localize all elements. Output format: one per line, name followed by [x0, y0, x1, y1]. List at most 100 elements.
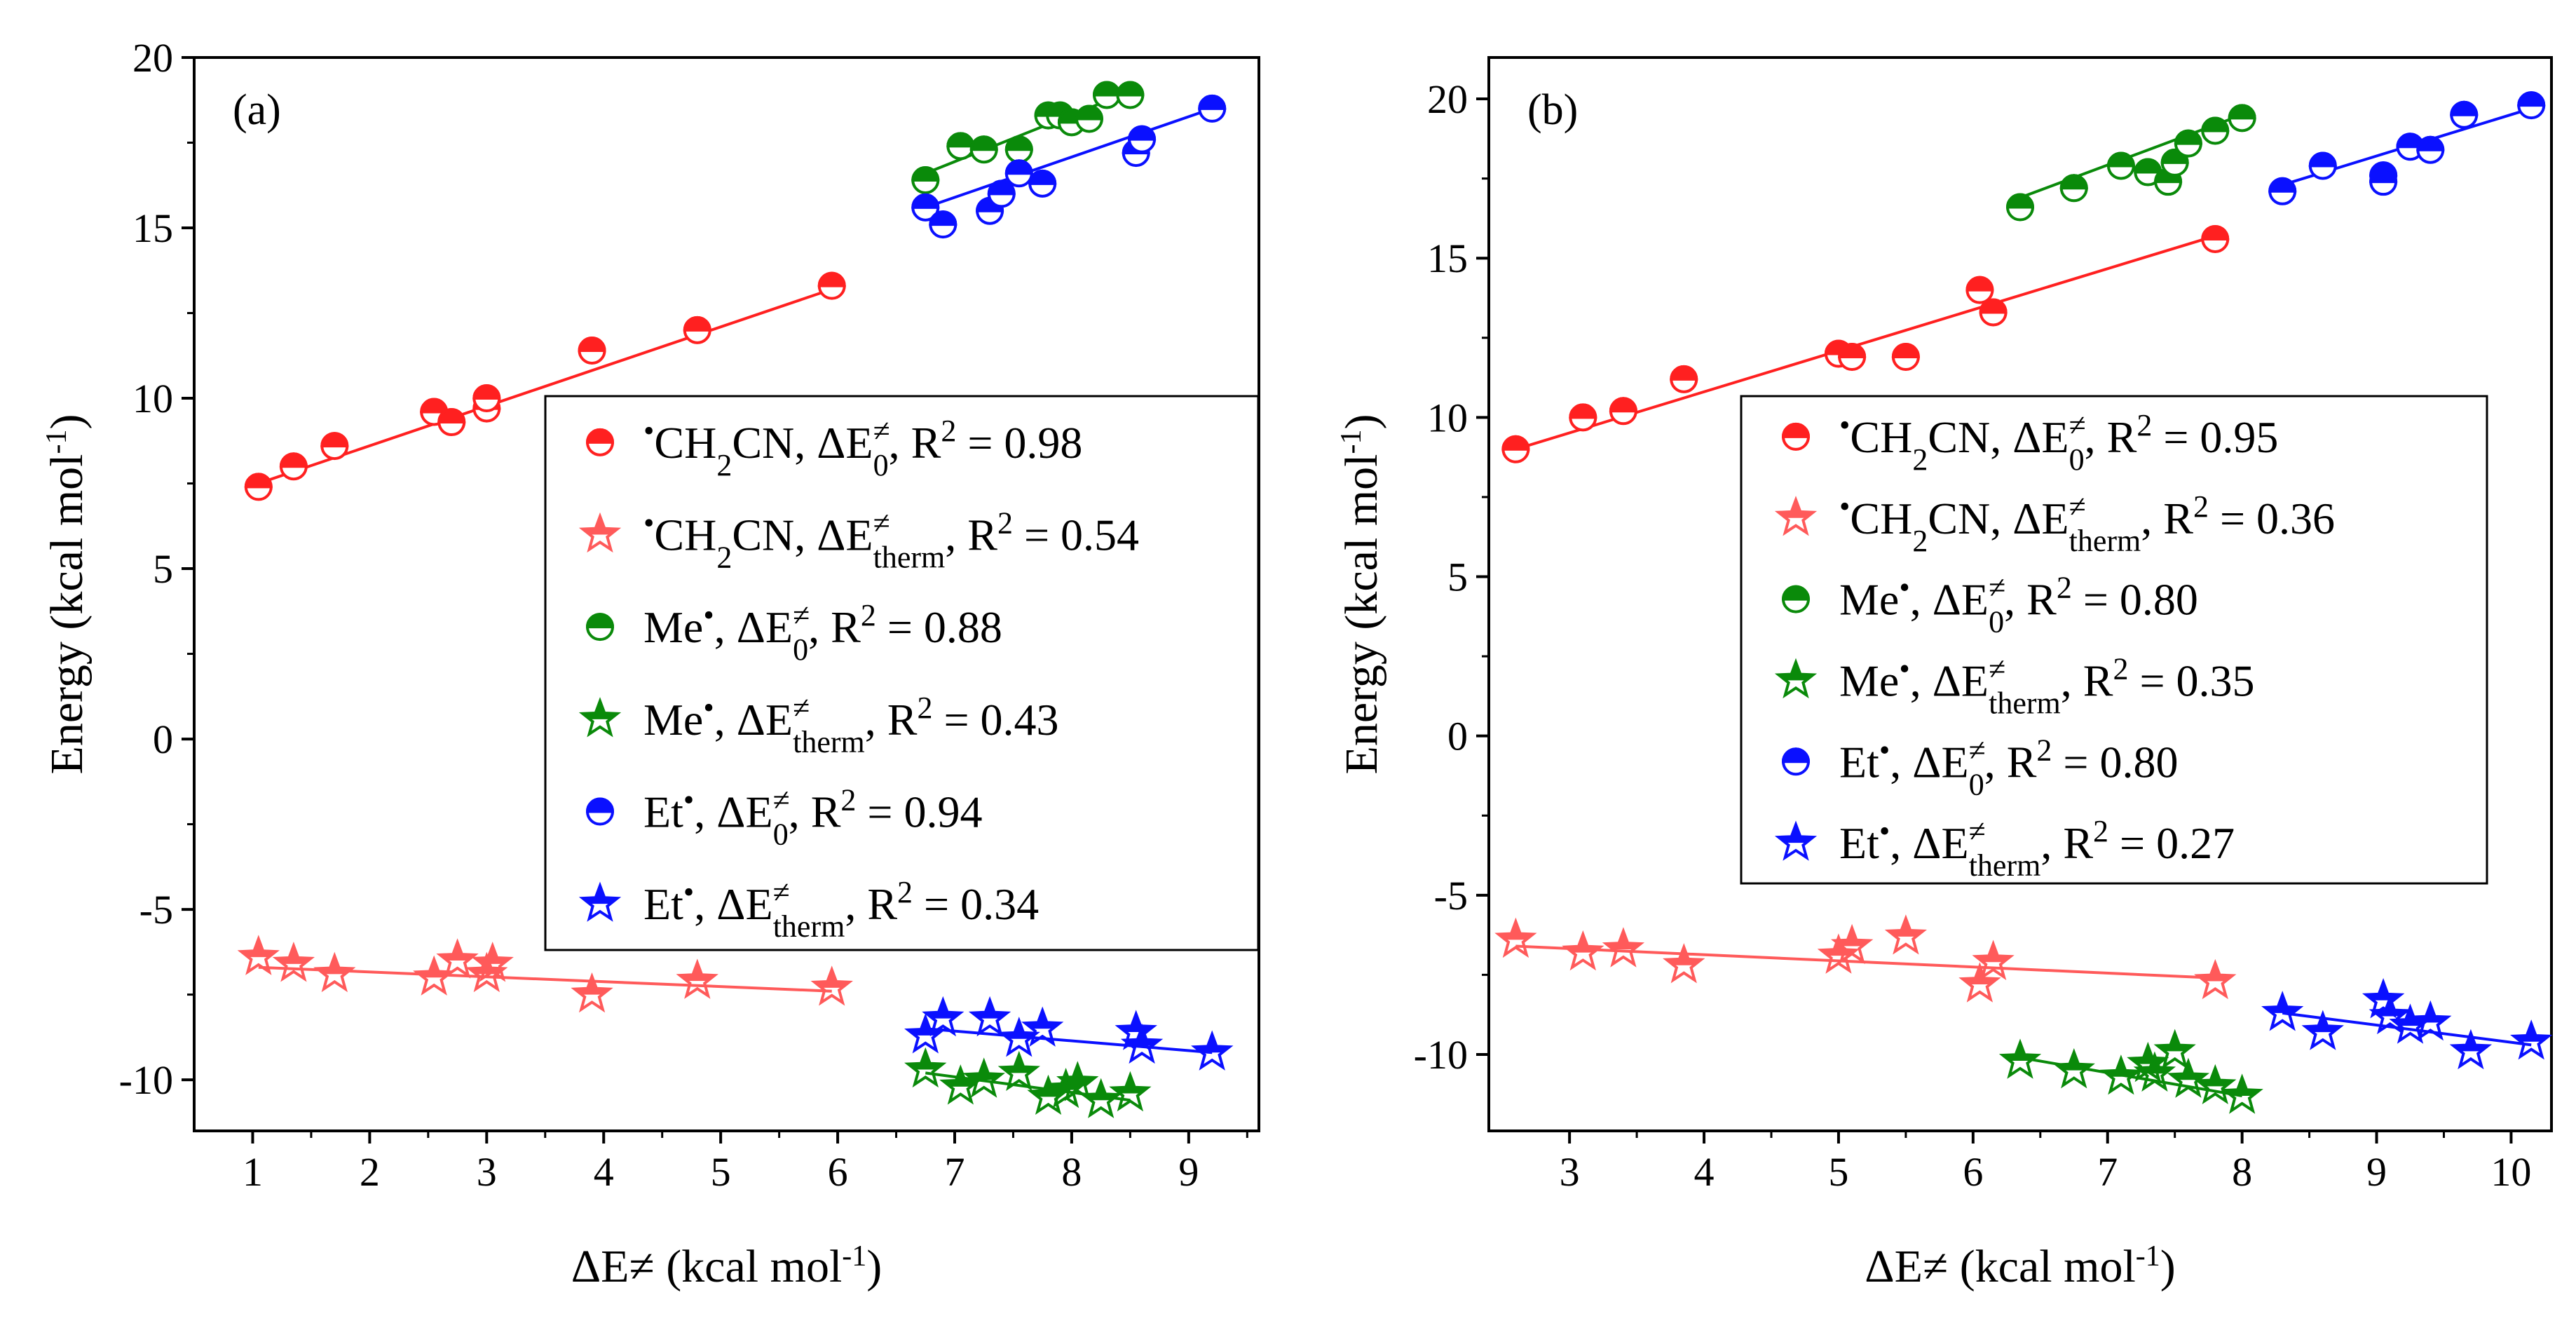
marker-fill: [1609, 397, 1637, 413]
data-point: [1021, 1006, 1064, 1047]
data-point: [2362, 977, 2405, 1019]
marker-fill: [1004, 135, 1033, 151]
legend-entry: •CH2CN, ΔE≠ therm, R2 = 0.36: [1774, 489, 2335, 557]
marker-fill: [1569, 403, 1597, 419]
marker-fill: [2057, 1052, 2092, 1071]
marker-outline: [962, 1057, 1005, 1098]
marker-fill: [1060, 1065, 1095, 1083]
data-point: [929, 210, 958, 239]
x-tick-label: 9: [2366, 1149, 2387, 1195]
marker-outline: [1109, 1071, 1152, 1112]
marker-fill: [2106, 151, 2135, 168]
x-tick-label: 2: [360, 1149, 380, 1195]
marker-fill: [574, 976, 610, 995]
marker-outline: [1998, 1038, 2042, 1079]
data-point: [1079, 1078, 1122, 1118]
marker-fill: [1565, 934, 1601, 953]
marker-fill: [279, 452, 308, 468]
x-tick-label: 10: [2490, 1149, 2531, 1195]
radical-dot: •: [643, 506, 654, 540]
data-point: [1198, 94, 1227, 123]
data-point: [320, 432, 349, 461]
data-point: [1830, 923, 1874, 965]
x-axis-ticks: 3 4 5 6 7 8 9 10: [1560, 1131, 2531, 1195]
marker-fill: [1962, 966, 1998, 985]
data-point: [2005, 193, 2035, 222]
y-tick-label: 20: [1427, 76, 1468, 122]
fit-line: [1515, 944, 2216, 979]
marker-fill: [911, 193, 940, 209]
marker-fill: [2369, 168, 2398, 184]
legend-marker: [1774, 820, 1818, 861]
fit-line: [925, 1027, 1213, 1054]
panel-label: (b): [1527, 86, 1578, 134]
data-point: [2369, 993, 2411, 1035]
x-tick-label: 3: [477, 1149, 497, 1195]
data-point: [1891, 343, 1920, 372]
legend-label: •CH2CN, ΔE≠ 0, R2 = 0.95: [1839, 407, 2278, 476]
marker-fill: [1778, 499, 1813, 518]
data-point: [237, 935, 280, 975]
marker-fill: [582, 516, 618, 535]
data-point: [968, 996, 1011, 1037]
series-me-0: [911, 81, 1145, 194]
marker-fill: [1838, 343, 1867, 359]
marker-outline: [2221, 1073, 2263, 1114]
marker-fill: [2268, 177, 2297, 193]
x-tick-label: 9: [1178, 1149, 1199, 1195]
marker-fill: [585, 613, 615, 629]
marker-fill: [2003, 1043, 2038, 1061]
marker-outline: [1120, 1023, 1164, 1064]
marker-outline: [1774, 496, 1818, 536]
radical-dot: •: [703, 598, 714, 632]
marker-fill: [1891, 343, 1920, 359]
legend-entry: Me•, ΔE≠ 0, R2 = 0.80: [1781, 570, 2198, 639]
data-point: [1501, 435, 1530, 463]
marker-fill: [1781, 747, 1811, 764]
data-point: [2134, 158, 2162, 186]
marker-fill: [2514, 1023, 2549, 1042]
data-point: [2201, 116, 2230, 145]
marker-fill: [1002, 1020, 1037, 1039]
marker-fill: [2373, 998, 2408, 1017]
y-axis-label: Energy (kcal mol-1): [41, 414, 93, 775]
marker-outline: [2194, 958, 2237, 1000]
data-point: [313, 951, 356, 993]
marker-fill: [972, 1000, 1007, 1019]
marker-fill: [1821, 937, 1856, 956]
data-point: [1609, 397, 1637, 426]
marker-fill: [439, 942, 475, 961]
marker-fill: [987, 179, 1016, 196]
marker-fill: [1128, 125, 1157, 141]
data-point: [578, 336, 606, 365]
marker-fill: [1002, 1054, 1037, 1073]
data-point: [1056, 1061, 1099, 1101]
x-tick-label: 4: [1694, 1149, 1715, 1195]
marker-fill: [2265, 994, 2300, 1013]
marker-outline: [904, 1047, 947, 1088]
data-point: [2301, 1010, 2344, 1050]
marker-fill: [582, 886, 618, 904]
marker-fill: [969, 135, 998, 151]
data-point: [683, 316, 711, 344]
marker-fill: [2416, 135, 2445, 151]
marker-fill: [416, 959, 451, 978]
data-point: [1602, 927, 1645, 968]
fit-line: [258, 287, 833, 485]
panel-a: 1 2 3 4 5 6 7 8 9 -10 -5 0 5 10 15 20 ΔE≠ (kcal mol-1) En…: [41, 35, 1260, 1292]
marker-fill: [1028, 169, 1057, 185]
marker-fill: [1124, 1027, 1159, 1046]
data-point: [1004, 135, 1033, 164]
y-axis-ticks: -10 -5 0 5 10 15 20: [1414, 76, 1489, 1078]
marker-fill: [1781, 585, 1811, 601]
series-me-therm: [1998, 1029, 2263, 1114]
y-tick-label: 0: [153, 717, 173, 762]
data-point: [2517, 91, 2546, 120]
data-point: [2052, 1048, 2095, 1089]
radical-dot: •: [1839, 489, 1850, 523]
x-axis-ticks: 1 2 3 4 5 6 7 8 9: [243, 1131, 1248, 1195]
panel-label: (a): [233, 86, 281, 134]
data-point: [1884, 914, 1928, 955]
marker-fill: [241, 939, 276, 958]
data-point: [1191, 1030, 1234, 1071]
